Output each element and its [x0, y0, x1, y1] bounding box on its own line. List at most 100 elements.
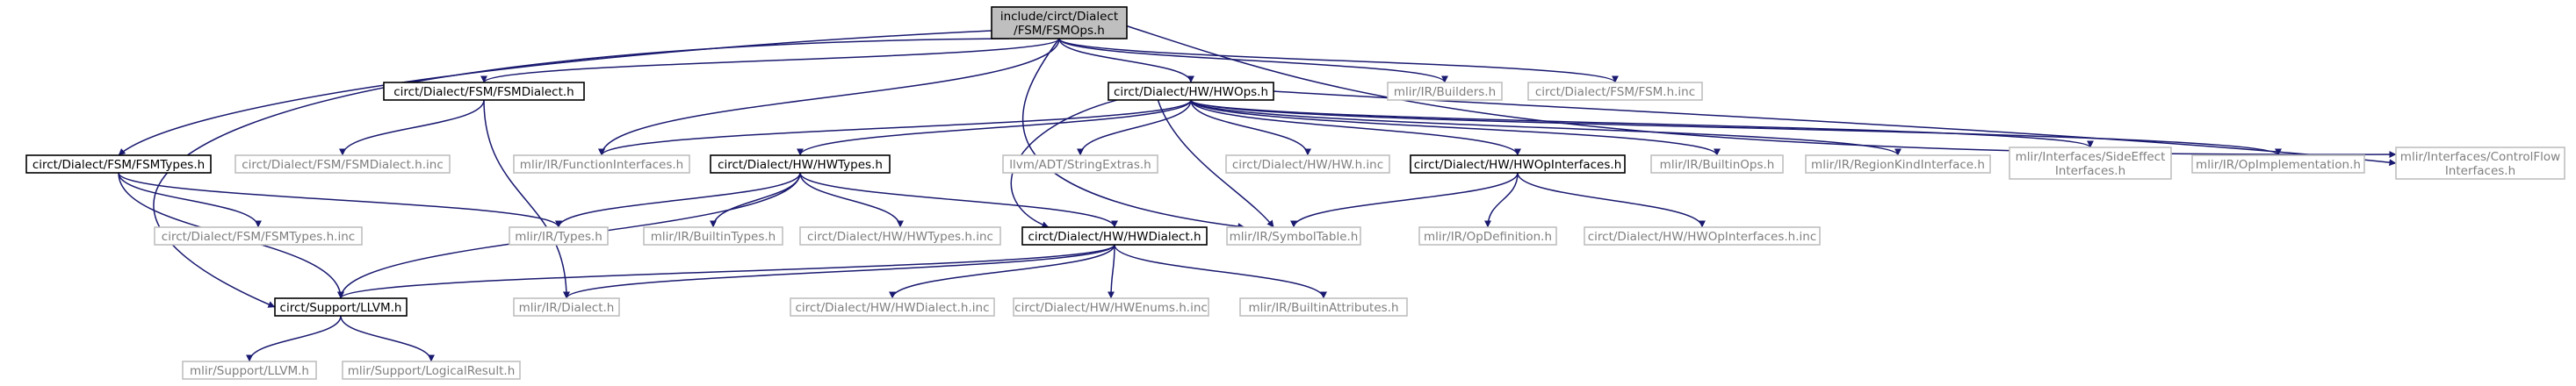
edge-hw-ops-to-op-impl	[1190, 99, 2282, 156]
node-ir-dialect: mlir/IR/Dialect.h	[513, 297, 620, 317]
edge-hw-types-to-ir-types	[555, 172, 801, 228]
edge-hw-ops-to-string-extras	[1077, 99, 1192, 156]
node-box	[1002, 154, 1158, 174]
node-box	[710, 154, 891, 174]
node-label: circt/Dialect/FSM/FSM.h.inc	[1535, 85, 1695, 99]
node-label: mlir/IR/BuiltinTypes.h	[651, 230, 776, 244]
node-func-ifaces: mlir/IR/FunctionInterfaces.h	[513, 154, 690, 174]
node-box	[1239, 297, 1408, 317]
edge-fsm-types-to-ir-types	[118, 172, 562, 228]
node-label: mlir/Support/LogicalResult.h	[348, 364, 516, 378]
edge-hw-op-ifaces-to-op-definition	[1484, 172, 1519, 228]
node-label: mlir/IR/BuiltinOps.h	[1660, 158, 1775, 172]
node-label: circt/Dialect/HW/HWDialect.h	[1028, 230, 1201, 244]
edge-hw-types-to-hw-dialect	[799, 172, 1118, 228]
node-label: mlir/IR/FunctionInterfaces.h	[520, 158, 683, 172]
edge-root-to-fsm-dialect	[480, 38, 1060, 83]
node-box	[1108, 82, 1274, 101]
node-label: circt/Dialect/FSM/FSMTypes.h.inc	[162, 230, 355, 244]
node-box	[1418, 226, 1557, 246]
node-hw-dialect-inc: circt/Dialect/HW/HWDialect.h.inc	[790, 297, 995, 317]
node-label: mlir/IR/Types.h	[515, 230, 603, 244]
node-hw-op-ifaces[interactable]: circt/Dialect/HW/HWOpInterfaces.h	[1410, 154, 1626, 174]
node-box	[1021, 226, 1208, 246]
node-label: Interfaces.h	[2055, 164, 2125, 178]
node-mlir-support-llvm: mlir/Support/LLVM.h	[182, 361, 317, 380]
node-label: circt/Dialect/HW/HWOps.h	[1114, 85, 1268, 99]
edge-fsm-dialect-to-ir-dialect	[483, 99, 570, 299]
node-label: mlir/Interfaces/SideEffect	[2016, 150, 2166, 164]
node-logical-result: mlir/Support/LogicalResult.h	[342, 361, 521, 380]
edge-hw-types-to-hw-types-inc	[799, 172, 904, 228]
edge-hw-dialect-to-hw-dialect-inc	[889, 244, 1115, 299]
node-hw-ops[interactable]: circt/Dialect/HW/HWOps.h	[1108, 82, 1274, 101]
node-box	[274, 297, 408, 317]
edge-root-to-symbol-table	[1021, 38, 1245, 231]
node-fsm-types[interactable]: circt/Dialect/FSM/FSMTypes.h	[25, 154, 212, 174]
node-label: mlir/IR/OpImplementation.h	[2196, 158, 2361, 172]
edge-root-to-hw-ops	[1058, 38, 1194, 83]
node-label: mlir/IR/OpDefinition.h	[1424, 230, 1552, 244]
node-box	[1387, 82, 1503, 101]
node-root[interactable]: include/circt/Dialect/FSM/FSMOps.h	[991, 6, 1128, 39]
node-label: circt/Dialect/HW/HWTypes.h.inc	[807, 230, 993, 244]
node-label: mlir/IR/SymbolTable.h	[1230, 230, 1359, 244]
node-box	[1226, 226, 1361, 246]
edge-support-llvm-to-logical-result	[340, 315, 435, 362]
node-box	[182, 361, 317, 380]
node-box	[1527, 82, 1703, 101]
edge-hw-dialect-to-ir-dialect	[563, 244, 1115, 299]
edge-root-to-control-flow	[1126, 25, 2397, 159]
node-hw-types-inc: circt/Dialect/HW/HWTypes.h.inc	[799, 226, 1001, 246]
node-hw-enums-inc: circt/Dialect/HW/HWEnums.h.inc	[1013, 297, 1209, 317]
node-label: llvm/ADT/StringExtras.h	[1009, 158, 1151, 172]
node-box	[1013, 297, 1209, 317]
node-box	[790, 297, 995, 317]
node-label: mlir/IR/RegionKindInterface.h	[1811, 158, 1985, 172]
node-label: mlir/IR/BuiltinAttributes.h	[1248, 301, 1398, 315]
node-label: mlir/IR/Builders.h	[1394, 85, 1496, 99]
edge-hw-op-ifaces-to-symbol-table	[1290, 172, 1519, 228]
node-box	[799, 226, 1001, 246]
node-symbol-table: mlir/IR/SymbolTable.h	[1226, 226, 1361, 246]
node-hw-types[interactable]: circt/Dialect/HW/HWTypes.h	[710, 154, 891, 174]
edge-hw-ops-to-builtin-ops	[1190, 99, 1721, 156]
node-box	[342, 361, 521, 380]
node-hw-op-ifaces-inc: circt/Dialect/HW/HWOpInterfaces.h.inc	[1584, 226, 1821, 246]
edge-support-llvm-to-mlir-support-llvm	[246, 315, 342, 362]
edge-root-to-func-ifaces	[598, 38, 1060, 156]
node-box	[2395, 147, 2565, 180]
nodes-layer: include/circt/Dialect/FSM/FSMOps.h circt/…	[25, 6, 2565, 380]
edge-hw-ops-to-hw-types	[797, 99, 1192, 156]
node-label: circt/Dialect/FSM/FSMDialect.h	[393, 85, 574, 99]
node-region-kind: mlir/IR/RegionKindInterface.h	[1805, 154, 1991, 174]
node-label: circt/Dialect/HW/HW.h.inc	[1232, 158, 1383, 172]
node-support-llvm[interactable]: circt/Support/LLVM.h	[274, 297, 408, 317]
node-hw-dialect[interactable]: circt/Dialect/HW/HWDialect.h	[1021, 226, 1208, 246]
edge-hw-ops-to-side-effect	[1190, 99, 2094, 148]
node-builtin-types: mlir/IR/BuiltinTypes.h	[643, 226, 783, 246]
edge-hw-op-ifaces-to-hw-op-ifaces-inc	[1517, 172, 1706, 228]
node-hw-inc: circt/Dialect/HW/HW.h.inc	[1225, 154, 1390, 174]
node-box	[991, 6, 1128, 39]
edge-hw-ops-to-region-kind	[1190, 99, 1901, 156]
node-label: mlir/Support/LLVM.h	[190, 364, 309, 378]
node-label: /FSM/FSMOps.h	[1014, 24, 1105, 38]
edge-hw-ops-to-func-ifaces	[598, 99, 1192, 156]
node-box	[2009, 147, 2172, 180]
node-label: circt/Dialect/FSM/FSMDialect.h.inc	[242, 158, 444, 172]
edge-hw-dialect-to-builtin-attrs	[1114, 244, 1327, 299]
node-label: include/circt/Dialect	[1000, 10, 1118, 24]
node-builtin-attrs: mlir/IR/BuiltinAttributes.h	[1239, 297, 1408, 317]
node-label: mlir/Interfaces/ControlFlow	[2400, 150, 2560, 164]
node-ir-types: mlir/IR/Types.h	[509, 226, 609, 246]
node-fsm-dialect[interactable]: circt/Dialect/FSM/FSMDialect.h	[383, 82, 585, 101]
node-op-definition: mlir/IR/OpDefinition.h	[1418, 226, 1557, 246]
edge-root-to-support-llvm	[153, 38, 1010, 308]
node-box	[513, 297, 620, 317]
node-box	[1225, 154, 1390, 174]
node-box	[1650, 154, 1784, 174]
